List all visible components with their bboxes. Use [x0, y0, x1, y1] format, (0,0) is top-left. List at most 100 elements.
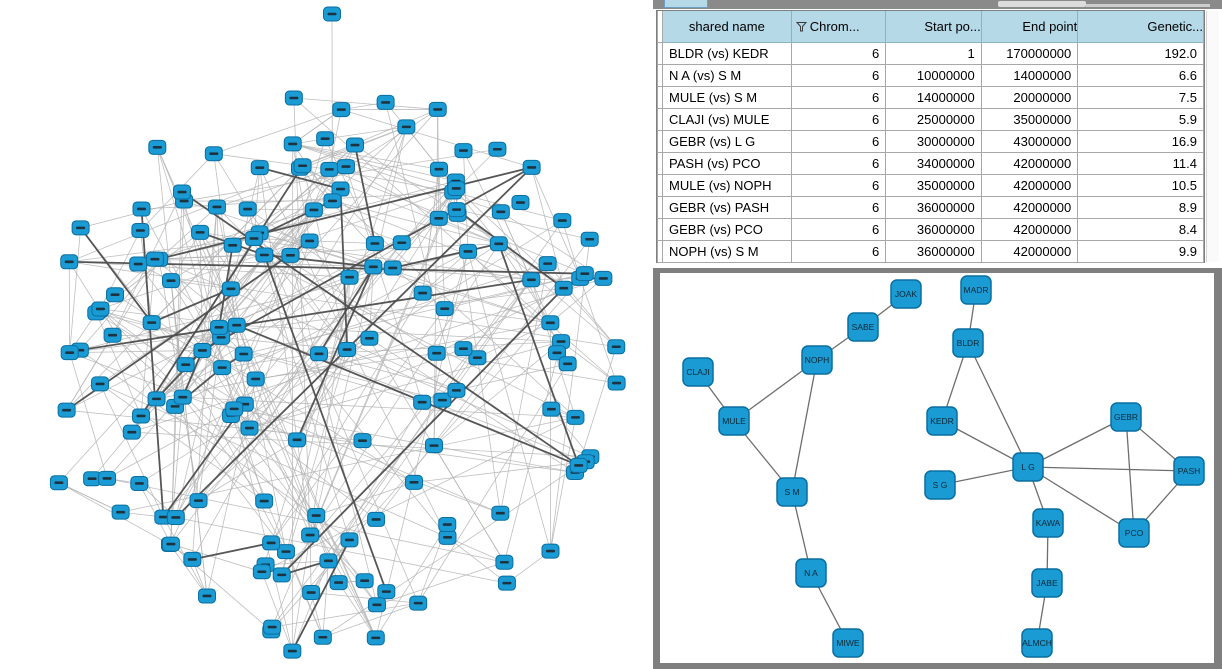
graph-node[interactable]: [210, 319, 229, 335]
graph-node[interactable]: [566, 409, 585, 425]
graph-node[interactable]: [147, 391, 166, 407]
cell-chromosome[interactable]: 6: [790, 42, 887, 65]
graph-node[interactable]: [122, 424, 141, 440]
graph-node[interactable]: [173, 184, 192, 200]
graph-node[interactable]: [132, 408, 151, 424]
node-KEDR[interactable]: KEDR: [926, 406, 958, 436]
graph-node[interactable]: [319, 553, 338, 569]
graph-node[interactable]: [207, 199, 226, 215]
graph-node[interactable]: [255, 493, 274, 509]
table-row[interactable]: MULE (vs) S M 6 14000000 20000000 7.5: [656, 86, 1204, 109]
cell-start_position[interactable]: 25000000: [885, 108, 982, 131]
node-NOPH[interactable]: NOPH: [801, 345, 833, 375]
graph-node[interactable]: [438, 529, 457, 545]
graph-node[interactable]: [304, 202, 323, 218]
graph-node[interactable]: [245, 230, 264, 246]
graph-node[interactable]: [103, 327, 122, 343]
graph-node[interactable]: [580, 231, 599, 247]
graph-node[interactable]: [162, 273, 181, 289]
graph-node[interactable]: [427, 345, 446, 361]
graph-node[interactable]: [547, 345, 566, 361]
graph-node[interactable]: [323, 193, 342, 209]
cell-end_point[interactable]: 42000000: [980, 218, 1079, 241]
cell-shared_name[interactable]: MULE (vs) S M: [662, 86, 792, 109]
node-GEBR[interactable]: GEBR: [1110, 402, 1142, 432]
graph-node[interactable]: [594, 270, 613, 286]
graph-node[interactable]: [404, 474, 423, 490]
graph-node[interactable]: [553, 213, 572, 229]
cell-end_point[interactable]: 42000000: [980, 152, 1079, 175]
graph-node[interactable]: [542, 401, 561, 417]
graph-node[interactable]: [366, 630, 385, 646]
cell-start_position[interactable]: 35000000: [885, 174, 982, 197]
column-header-shared_name[interactable]: shared name: [662, 11, 792, 43]
graph-node[interactable]: [329, 575, 348, 591]
cell-chromosome[interactable]: 6: [790, 64, 887, 87]
edge-BLDR-LG[interactable]: [967, 342, 1029, 468]
graph-node[interactable]: [49, 475, 68, 491]
graph-node[interactable]: [438, 517, 457, 533]
cell-shared_name[interactable]: GEBR (vs) L G: [662, 130, 792, 153]
column-header-start_position[interactable]: Start po...: [885, 11, 982, 43]
graph-node[interactable]: [554, 280, 573, 296]
graph-node[interactable]: [191, 224, 210, 240]
graph-node[interactable]: [383, 260, 402, 276]
graph-node[interactable]: [240, 420, 259, 436]
cell-genetic[interactable]: 10.5: [1077, 174, 1204, 197]
tab-fragment[interactable]: [664, 0, 708, 8]
table-row[interactable]: GEBR (vs) PCO 6 36000000 42000000 8.4: [656, 218, 1204, 241]
graph-node[interactable]: [173, 389, 192, 405]
graph-node[interactable]: [488, 141, 507, 157]
cell-chromosome[interactable]: 6: [790, 108, 887, 131]
graph-node[interactable]: [491, 505, 510, 521]
graph-node[interactable]: [430, 161, 449, 177]
graph-node[interactable]: [376, 94, 395, 110]
graph-node[interactable]: [569, 457, 588, 473]
graph-node[interactable]: [91, 301, 110, 317]
cell-end_point[interactable]: 42000000: [980, 240, 1079, 263]
graph-node[interactable]: [413, 285, 432, 301]
graph-node[interactable]: [522, 272, 541, 288]
cell-chromosome[interactable]: 6: [790, 218, 887, 241]
graph-node[interactable]: [367, 511, 386, 527]
graph-node[interactable]: [284, 90, 303, 106]
graph-node[interactable]: [238, 201, 257, 217]
graph-node[interactable]: [129, 256, 148, 272]
graph-node[interactable]: [447, 382, 466, 398]
graph-node[interactable]: [283, 643, 302, 659]
graph-node[interactable]: [340, 532, 359, 548]
graph-node[interactable]: [340, 269, 359, 285]
cell-chromosome[interactable]: 6: [790, 174, 887, 197]
graph-node[interactable]: [435, 301, 454, 317]
graph-node[interactable]: [495, 554, 514, 570]
graph-node[interactable]: [489, 236, 508, 252]
scrollbar-thumb-fragment[interactable]: [998, 1, 1086, 7]
node-BLDR[interactable]: BLDR: [952, 328, 984, 358]
graph-node[interactable]: [538, 256, 557, 272]
graph-node[interactable]: [293, 158, 312, 174]
cell-start_position[interactable]: 36000000: [885, 218, 982, 241]
graph-node[interactable]: [276, 544, 295, 560]
graph-node[interactable]: [433, 392, 452, 408]
graph-node[interactable]: [176, 357, 195, 373]
graph-node[interactable]: [142, 315, 161, 331]
graph-node[interactable]: [447, 180, 466, 196]
graph-node[interactable]: [83, 471, 102, 487]
cell-end_point[interactable]: 170000000: [980, 42, 1079, 65]
table-row[interactable]: NOPH (vs) S M 6 36000000 42000000 9.9: [656, 240, 1204, 263]
cell-end_point[interactable]: 20000000: [980, 86, 1079, 109]
filter-funnel-icon[interactable]: [795, 21, 807, 32]
graph-node[interactable]: [283, 136, 302, 152]
subnetwork-view[interactable]: JOAK SABE NOPH CLAJI MULE MADR BLDR KEDR GEBR L G…: [660, 273, 1214, 663]
node-MULE[interactable]: MULE: [718, 406, 750, 436]
table-row[interactable]: N A (vs) S M 6 10000000 14000000 6.6: [656, 64, 1204, 87]
graph-node[interactable]: [429, 210, 448, 226]
graph-node[interactable]: [365, 235, 384, 251]
graph-node[interactable]: [281, 247, 300, 263]
cell-genetic[interactable]: 9.9: [1077, 240, 1204, 263]
graph-node[interactable]: [223, 237, 242, 253]
node-PCO[interactable]: PCO: [1118, 518, 1150, 548]
cell-start_position[interactable]: 14000000: [885, 86, 982, 109]
column-header-genetic[interactable]: Genetic...: [1077, 11, 1204, 43]
graph-node[interactable]: [454, 143, 473, 159]
